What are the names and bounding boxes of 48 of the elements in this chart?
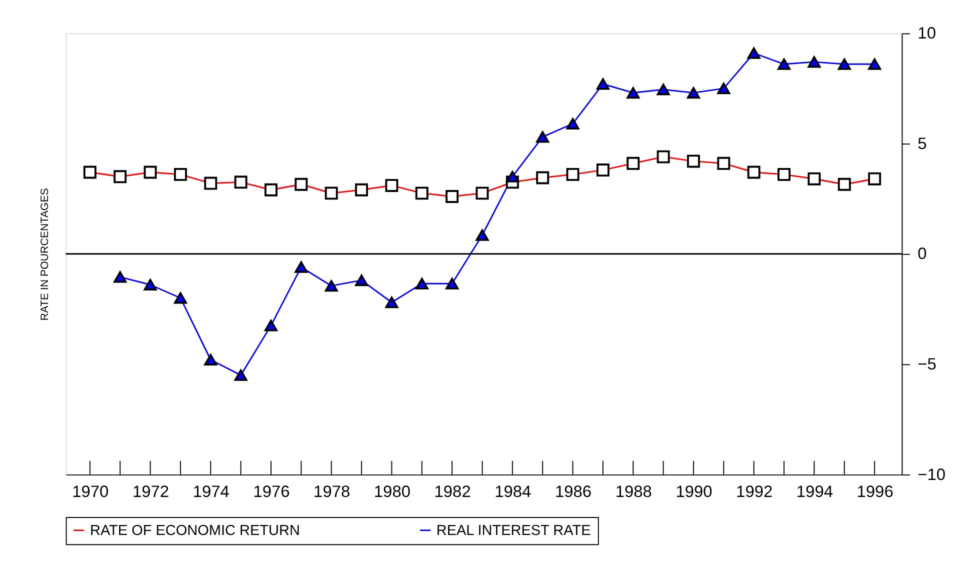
x-tick-label: 1978: [314, 483, 350, 502]
x-tick-label: 1984: [494, 483, 532, 502]
point: [506, 170, 519, 182]
point: [294, 261, 308, 273]
point: [446, 278, 459, 290]
point: [808, 56, 821, 68]
x-tick-label: 1986: [554, 483, 592, 502]
point: [717, 82, 730, 94]
point: [778, 58, 791, 70]
x-tick-label: 1994: [796, 483, 833, 502]
point: [747, 47, 760, 59]
y-axis-title: RATE IN POURCENTAGES: [38, 188, 51, 321]
point: [355, 274, 368, 286]
x-tick-label: 1980: [374, 483, 410, 502]
point: [596, 78, 610, 90]
point: [204, 354, 218, 366]
legend-label: RATE OF ECONOMIC RETURN: [90, 523, 300, 540]
point: [566, 118, 580, 130]
point: [264, 320, 278, 332]
x-tick-label: 1982: [434, 483, 471, 502]
point: [838, 58, 851, 70]
y-tick-label: 10: [918, 24, 936, 43]
point: [144, 278, 157, 290]
point: [656, 84, 670, 96]
point: [476, 229, 489, 241]
point: [536, 131, 550, 143]
x-tick-label: 1988: [615, 483, 652, 502]
x-tick-label: 1992: [736, 483, 773, 502]
x-tick-label: 1972: [132, 483, 170, 502]
point: [234, 369, 248, 381]
x-tick-label: 1976: [253, 483, 290, 502]
y-tick-label: −10: [918, 466, 946, 484]
point: [385, 296, 398, 308]
x-tick-label: 1970: [72, 483, 109, 502]
point: [626, 87, 640, 99]
x-tick-label: 1996: [856, 483, 894, 502]
x-tick-label: 1974: [192, 483, 230, 502]
y-tick-label: −5: [918, 355, 936, 374]
point: [114, 271, 127, 283]
x-tick-label: 1990: [676, 483, 712, 502]
y-tick-label: 0: [918, 245, 927, 264]
legend-label: REAL INTEREST RATE: [436, 523, 592, 540]
y-tick-label: 5: [918, 134, 927, 153]
point: [174, 292, 187, 304]
point: [415, 278, 428, 290]
point: [687, 87, 700, 99]
point: [324, 280, 338, 292]
point: [868, 58, 882, 70]
